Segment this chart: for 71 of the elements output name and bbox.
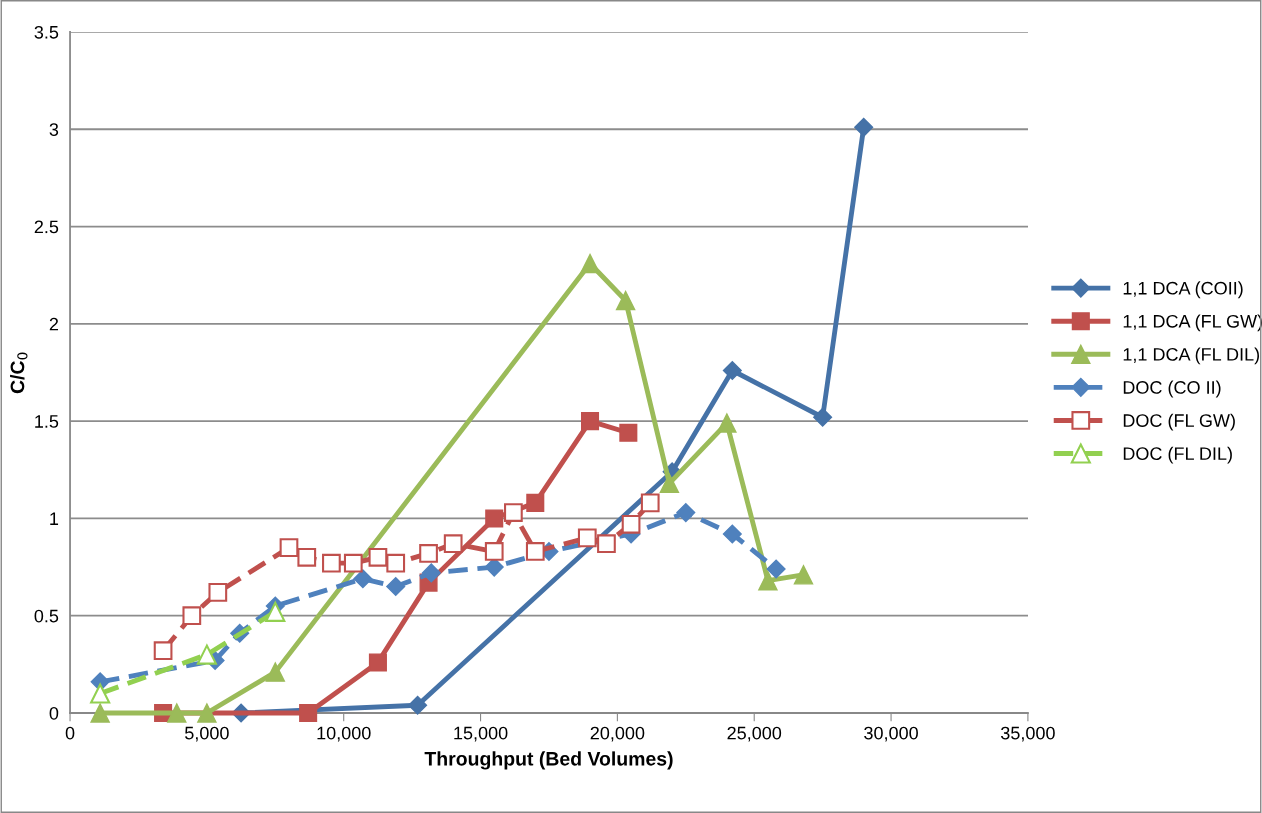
point <box>265 662 286 682</box>
point <box>368 653 387 672</box>
point <box>580 412 600 431</box>
point <box>722 360 742 381</box>
point <box>640 493 660 513</box>
point <box>484 542 504 561</box>
point <box>443 534 463 554</box>
point <box>421 563 441 583</box>
point <box>793 565 814 585</box>
point <box>386 576 406 597</box>
point <box>90 683 111 704</box>
point <box>722 524 742 544</box>
point <box>167 703 187 723</box>
point <box>577 528 597 548</box>
point <box>525 542 545 561</box>
y-tick-label: 1 <box>50 512 59 525</box>
point <box>766 559 786 579</box>
x-tick-label: 5,000 <box>185 726 229 742</box>
point <box>621 514 641 534</box>
point <box>153 641 173 661</box>
point <box>597 534 616 554</box>
point <box>408 695 428 715</box>
point <box>580 253 600 274</box>
point <box>854 117 874 137</box>
point <box>717 413 737 433</box>
y-tick-label: 0.5 <box>34 609 59 623</box>
point <box>196 644 217 665</box>
point <box>197 703 217 723</box>
point <box>208 582 228 602</box>
point <box>386 553 406 573</box>
point <box>182 606 202 626</box>
point <box>297 547 317 567</box>
point <box>504 503 523 522</box>
point <box>485 509 504 528</box>
point <box>279 538 299 557</box>
x-axis-title: Throughput (Bed Volumes) <box>424 751 673 770</box>
x-tick-label: 35,000 <box>1000 726 1055 742</box>
legend-label: 1,1 DCA (COII) <box>1123 281 1243 299</box>
legend-label: 1,1 DCA (FL GW) <box>1123 314 1262 332</box>
legend-label: DOC (CO II) <box>1123 380 1221 398</box>
x-tick-label: 15,000 <box>454 726 508 742</box>
x-tick-label: 10,000 <box>317 726 371 742</box>
point <box>299 703 318 723</box>
x-tick-label: 25,000 <box>727 726 782 742</box>
point <box>322 553 341 573</box>
legend-label: 1,1 DCA (FL DIL) <box>1123 347 1260 365</box>
point <box>368 547 388 567</box>
point <box>676 503 696 523</box>
point <box>758 570 778 591</box>
point <box>813 407 833 427</box>
point <box>526 493 545 512</box>
point <box>343 553 363 573</box>
point <box>353 569 373 589</box>
point <box>615 290 636 311</box>
x-tick-label: 30,000 <box>864 726 918 742</box>
point <box>659 473 680 494</box>
point <box>619 423 638 442</box>
x-tick-label: 20,000 <box>590 726 645 742</box>
legend-label: DOC (FL GW) <box>1123 413 1235 431</box>
y-tick-label: 3.5 <box>34 25 59 39</box>
y-tick-label: 0 <box>49 706 59 720</box>
y-tick-label: 1.5 <box>35 415 59 428</box>
y-tick-label: 3 <box>49 123 59 136</box>
point <box>265 601 286 622</box>
y-tick-label: 2 <box>49 317 59 331</box>
point <box>90 703 110 723</box>
y-tick-label: 2.5 <box>34 220 59 234</box>
legend-label: DOC (FL DIL) <box>1123 446 1232 464</box>
point <box>419 544 438 563</box>
y-axis-title: C/C$_{0}$ <box>10 352 28 394</box>
x-tick-label: 0 <box>65 726 75 740</box>
